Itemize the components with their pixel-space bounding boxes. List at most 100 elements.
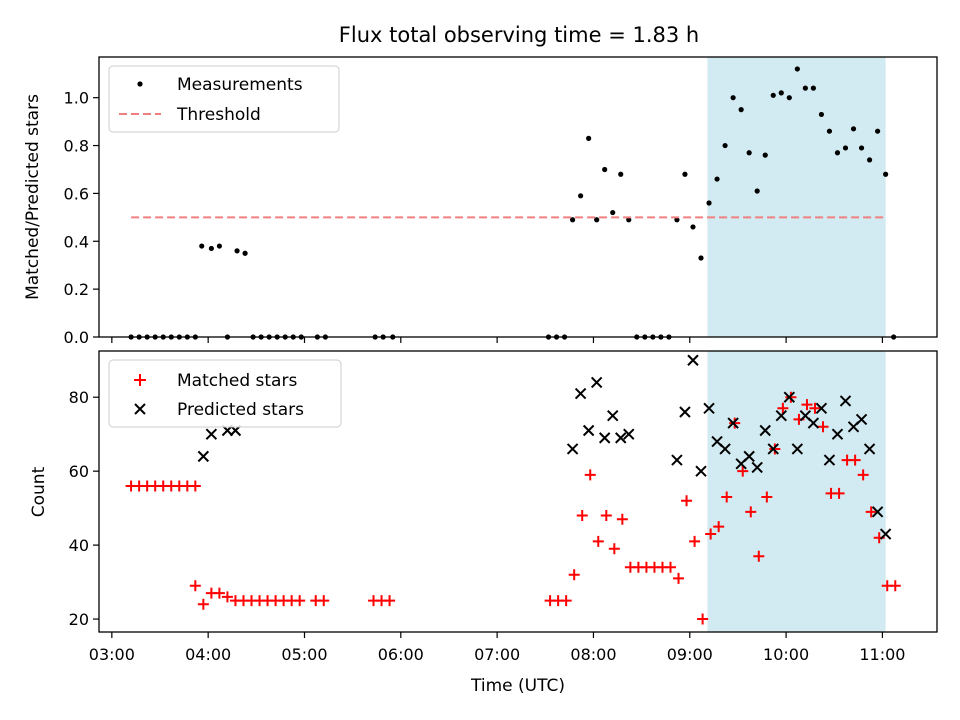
legend-matched-label: Matched stars — [177, 371, 297, 391]
y-tick-label: 60 — [69, 462, 89, 481]
measurement-point — [866, 157, 873, 163]
measurement-point — [569, 217, 576, 223]
legend-matched-marker — [134, 374, 146, 386]
legend-bottom-box — [108, 359, 342, 428]
matched-stars-point — [592, 535, 604, 547]
measurement-point — [610, 209, 616, 216]
measurement-point — [674, 217, 680, 223]
matched-stars-point — [189, 480, 201, 492]
matched-stars-point — [608, 543, 620, 555]
predicted-stars-point — [574, 387, 587, 400]
bottom-x-ticks: 03:00 04:00 05:00 06:00 07:00 08:00 09:00 10:00… — [89, 632, 905, 664]
matched-stars-point — [197, 598, 209, 610]
x-tick-label: 03:00 — [89, 645, 135, 664]
matched-stars-point — [600, 510, 612, 522]
measurement-point — [682, 171, 688, 177]
matched-stars-point — [721, 491, 733, 503]
matched-stars-point — [384, 595, 396, 607]
y-tick-label: 0.0 — [64, 328, 89, 347]
matched-stars-point — [713, 521, 725, 533]
matched-stars-point — [833, 487, 845, 499]
matched-stars-point — [705, 528, 717, 540]
predicted-stars-point — [703, 402, 715, 415]
measurement-point — [826, 128, 833, 134]
legend-measurements-marker — [137, 81, 143, 87]
matched-stars-point — [294, 595, 306, 607]
predicted-stars-point — [582, 424, 595, 437]
bottom-axes-frame — [98, 350, 938, 633]
measurement-point — [754, 188, 760, 194]
predicted-stars-point — [815, 402, 828, 415]
matched-stars-point — [665, 561, 677, 573]
measurement-point — [738, 107, 744, 113]
predicted-stars-point — [775, 409, 787, 422]
predicted-stars-point — [197, 450, 210, 463]
matched-stars-point — [221, 591, 233, 603]
measurement-point — [746, 150, 752, 156]
matched-stars-point — [809, 402, 821, 414]
matched-stars-point — [865, 506, 877, 518]
legend-threshold-label: Threshold — [176, 105, 261, 125]
panel-top: 0.0 0.2 0.4 0.6 0.8 1.0 Matched/Predicted sta… — [23, 56, 938, 347]
predicted-stars-point — [695, 465, 707, 477]
x-tick-label: 10:00 — [763, 645, 809, 664]
x-tick-label: 07:00 — [474, 645, 520, 664]
predicted-stars-point — [759, 424, 771, 437]
measurement-point — [883, 171, 889, 177]
measurement-point — [818, 111, 825, 118]
predicted-stars-point — [687, 354, 699, 366]
legend-bottom: Matched stars Predicted stars — [108, 359, 342, 428]
measurement-point — [626, 217, 632, 223]
legend-measurements-label: Measurements — [177, 75, 303, 95]
predicted-stars-point — [607, 409, 619, 422]
measurement-point — [842, 145, 849, 151]
measurement-point — [706, 200, 712, 206]
matched-stars-point — [849, 454, 861, 466]
measurement-point — [722, 142, 728, 149]
highlight-span-bottom — [707, 351, 886, 632]
measurement-point — [786, 95, 792, 101]
matched-stars-point — [761, 491, 773, 503]
x-tick-label: 11:00 — [859, 645, 905, 664]
measurement-point — [602, 166, 608, 173]
predicted-stars-point — [727, 417, 739, 429]
matched-stars-point — [857, 469, 869, 481]
predicted-stars-point — [679, 406, 691, 418]
x-tick-label: 08:00 — [570, 645, 616, 664]
bottom-y-ticks: 20 40 60 80 — [69, 388, 99, 629]
predicted-stars-point — [671, 454, 683, 466]
measurement-point — [802, 85, 808, 91]
matched-stars-point — [689, 535, 701, 547]
highlight-span-top — [707, 57, 886, 337]
predicted-stars-point — [807, 417, 820, 429]
measurement-point — [858, 145, 865, 151]
predicted-stars-point — [566, 443, 579, 455]
measurement-point — [770, 92, 776, 98]
measurement-point — [698, 255, 704, 261]
chart-title: Flux total observing time = 1.83 h — [339, 23, 699, 47]
top-y-ticks: 0.0 0.2 0.4 0.6 0.8 1.0 — [64, 89, 99, 347]
measurement-point — [810, 85, 816, 91]
measurement-point — [875, 128, 881, 134]
y-tick-label: 0.2 — [64, 280, 89, 299]
predicted-stars-point — [879, 528, 892, 540]
matched-stars-point — [681, 495, 693, 507]
matched-stars-point — [801, 399, 813, 411]
matched-stars-point — [785, 391, 797, 403]
measurement-point — [594, 217, 600, 223]
matched-stars-point — [777, 402, 789, 414]
predicted-stars-point — [598, 432, 611, 444]
measurement-point — [578, 193, 584, 199]
x-tick-label: 05:00 — [281, 645, 327, 664]
measurement-point — [234, 248, 240, 254]
measurement-point — [690, 224, 696, 230]
measurement-point — [618, 171, 624, 177]
measurement-point — [714, 176, 720, 182]
legend-predicted-marker — [134, 403, 146, 415]
predicted-stars-point — [855, 413, 868, 426]
matched-stars-point — [616, 513, 628, 525]
measurement-point — [242, 250, 248, 256]
y-tick-label: 40 — [69, 536, 89, 555]
